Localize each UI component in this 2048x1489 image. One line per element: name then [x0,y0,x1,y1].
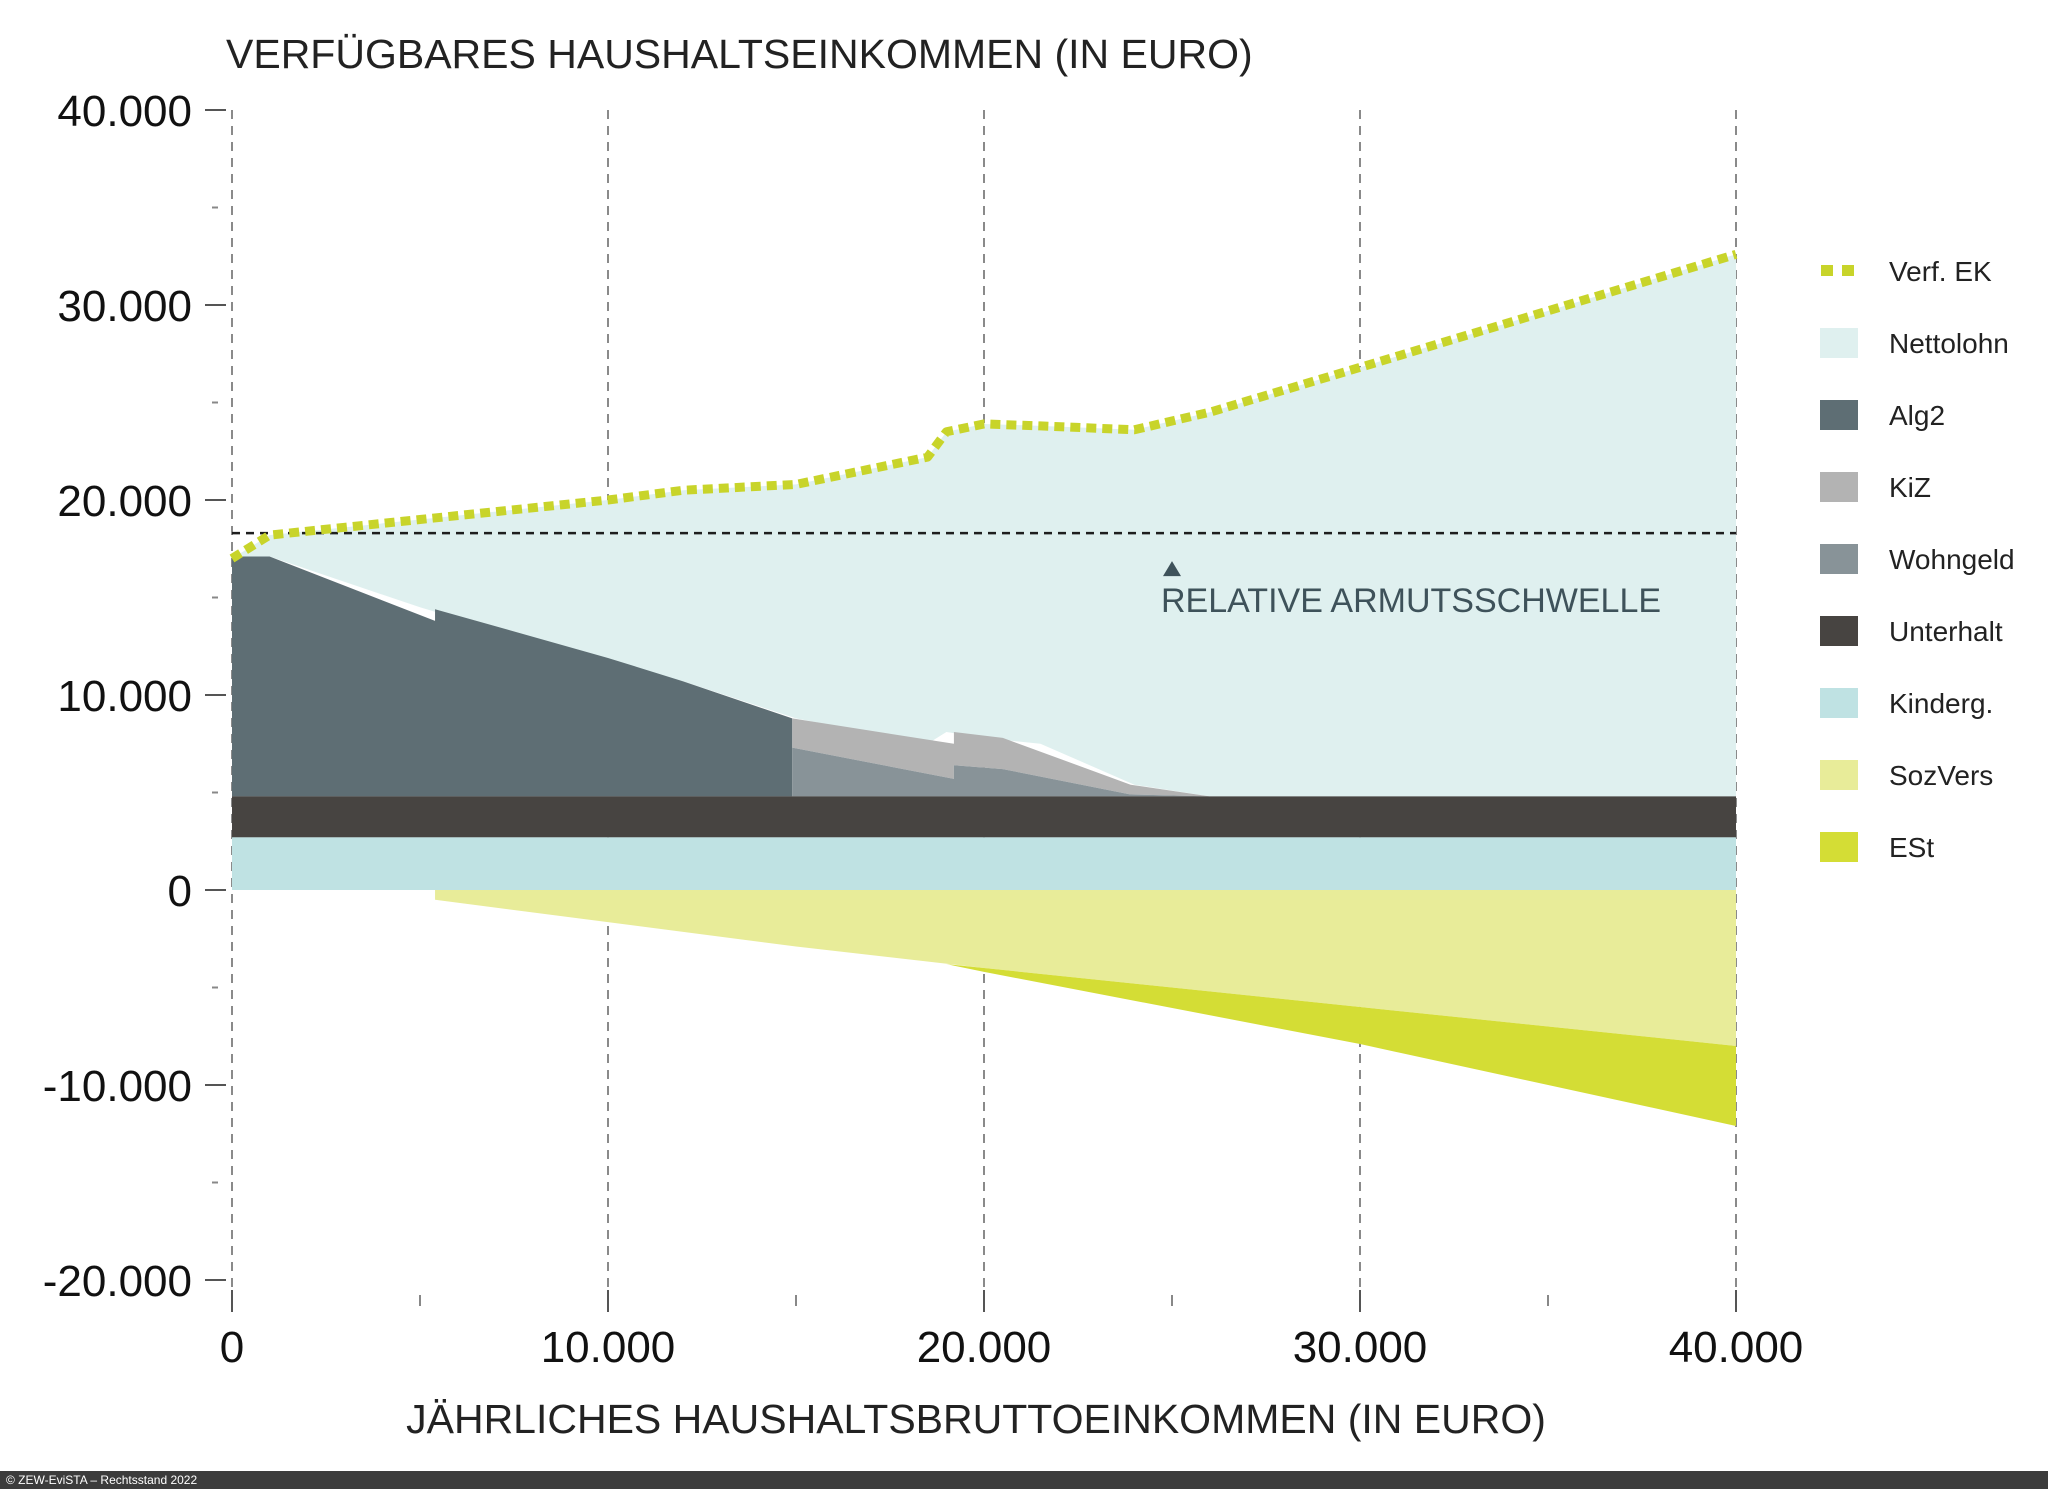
legend-label-sozvers: SozVers [1889,760,1993,791]
area-est [946,964,1736,1126]
legend-swatch-kinderg [1820,688,1858,718]
x-tick-label: 40.000 [1669,1323,1804,1372]
y-tick-label: -10.000 [43,1062,192,1111]
y-tick-label: 20.000 [57,477,192,526]
legend-swatch-alg2 [1820,400,1858,430]
chart-title: VERFÜGBARES HAUSHALTSEINKOMMEN (IN EURO) [226,31,1253,77]
line-verf-ek [229,249,1738,563]
legend-swatch-unterhalt [1820,616,1858,646]
x-tick-label: 10.000 [541,1323,676,1372]
legend-swatch-wohngeld [1820,544,1858,574]
y-tick-label: 40.000 [57,87,192,136]
y-tick-label: 0 [168,867,192,916]
armutsschwelle-label: RELATIVE ARMUTSSCHWELLE [1161,582,1661,620]
area-kiz [792,718,1210,797]
legend-label-alg2: Alg2 [1889,400,1945,431]
axis-layer: 40.000 30.000 20.000 10.000 0 -10.000 -20.000 0… [43,87,1804,1372]
legend-label-kinderg: Kinderg. [1889,688,1993,719]
footer-copyright: © ZEW-EviSTA – Rechtsstand 2022 [6,1473,198,1487]
x-tick-label: 0 [220,1323,244,1372]
y-tick-label: -20.000 [43,1257,192,1306]
legend-swatch-kiz [1820,472,1858,502]
x-axis-label: JÄHRLICHES HAUSHALTSBRUTTOEINKOMMEN (IN … [406,1396,1546,1442]
legend-label-unterhalt: Unterhalt [1889,616,2003,647]
legend-label-nettolohn: Nettolohn [1889,328,2009,359]
x-tick-label: 30.000 [1293,1323,1428,1372]
line-layer: RELATIVE ARMUTSSCHWELLE [229,249,1738,620]
legend-swatch-verf-ek [1821,265,1833,276]
legend-swatch-est [1820,832,1858,862]
y-tick-label: 30.000 [57,282,192,331]
area-sozvers [435,890,1736,1046]
legend-layer: Verf. EK Nettolohn Alg2 KiZ Wohngeld Unterhal… [1820,256,2015,863]
legend-swatch-nettolohn [1820,328,1858,358]
area-alg2 [232,556,793,797]
y-tick-label: 10.000 [57,672,192,721]
area-wohngeld [792,747,1210,797]
footer-bar [0,1471,2048,1489]
legend-label-est: ESt [1889,832,1934,863]
legend-label-wohngeld: Wohngeld [1889,544,2015,575]
x-tick-label: 20.000 [917,1323,1052,1372]
area-unterhalt [232,796,1736,838]
armutsschwelle-marker [1163,561,1181,577]
legend-swatch-sozvers [1820,760,1858,790]
area-layer [232,254,1736,1126]
legend-swatch-verf-ek [1842,265,1854,276]
legend-label-verf-ek: Verf. EK [1889,256,1992,287]
legend-label-kiz: KiZ [1889,472,1931,503]
area-kinderg [232,837,1736,890]
